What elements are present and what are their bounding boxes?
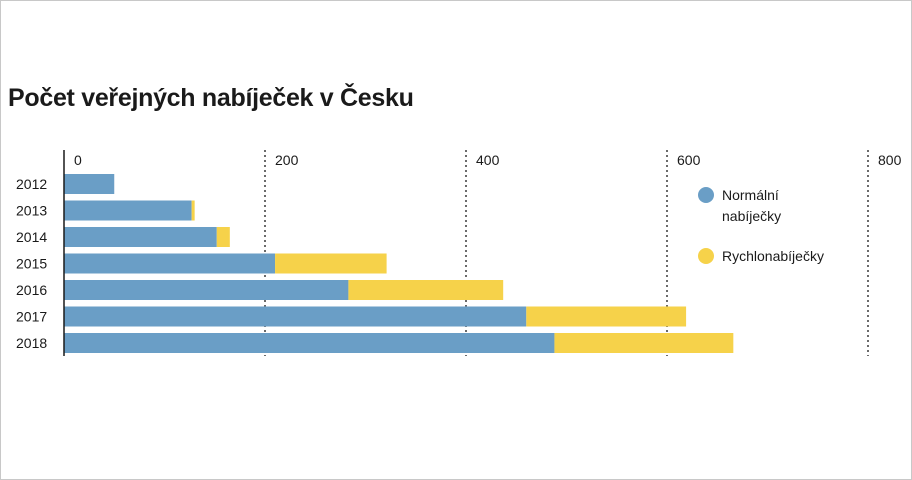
legend-label-fast: Rychlonabíječky xyxy=(722,248,824,264)
bar-2017-normal xyxy=(64,306,527,327)
tick-label-600: 600 xyxy=(677,152,701,168)
bar-2014-normal xyxy=(64,227,217,247)
bar-2018-fast xyxy=(554,333,734,353)
axis: 0 200 400 600 800 2012 2013 2014 2015 2016 2017 201… xyxy=(16,150,902,356)
tick-label-800: 800 xyxy=(878,152,902,168)
legend-label-normal-line2: nabíječky xyxy=(722,208,781,224)
bar-2018-normal xyxy=(64,333,555,353)
legend: Normální nabíječky Rychlonabíječky xyxy=(698,187,824,264)
year-label-2017: 2017 xyxy=(16,309,47,325)
bar-2016-fast xyxy=(348,280,504,300)
bar-2014-fast xyxy=(216,227,230,247)
legend-marker-normal xyxy=(698,187,714,203)
bar-2016-normal xyxy=(64,280,349,300)
legend-marker-fast xyxy=(698,248,714,264)
bar-2012-normal xyxy=(64,174,115,194)
bars xyxy=(64,174,734,353)
year-label-2013: 2013 xyxy=(16,203,47,219)
year-label-2015: 2015 xyxy=(16,256,47,272)
chart-title: Počet veřejných nabíječek v Česku xyxy=(8,84,414,112)
year-label-2012: 2012 xyxy=(16,176,47,192)
bar-2015-normal xyxy=(64,253,276,274)
bar-2015-fast xyxy=(275,253,387,274)
bar-2013-normal xyxy=(64,200,192,221)
year-label-2018: 2018 xyxy=(16,335,47,351)
tick-label-200: 200 xyxy=(275,152,299,168)
tick-label-400: 400 xyxy=(476,152,500,168)
bar-2013-fast xyxy=(191,200,195,221)
legend-label-normal-line1: Normální xyxy=(722,187,779,203)
year-label-2016: 2016 xyxy=(16,282,47,298)
year-label-2014: 2014 xyxy=(16,229,47,245)
tick-label-0: 0 xyxy=(74,152,82,168)
bar-2017-fast xyxy=(526,306,687,327)
